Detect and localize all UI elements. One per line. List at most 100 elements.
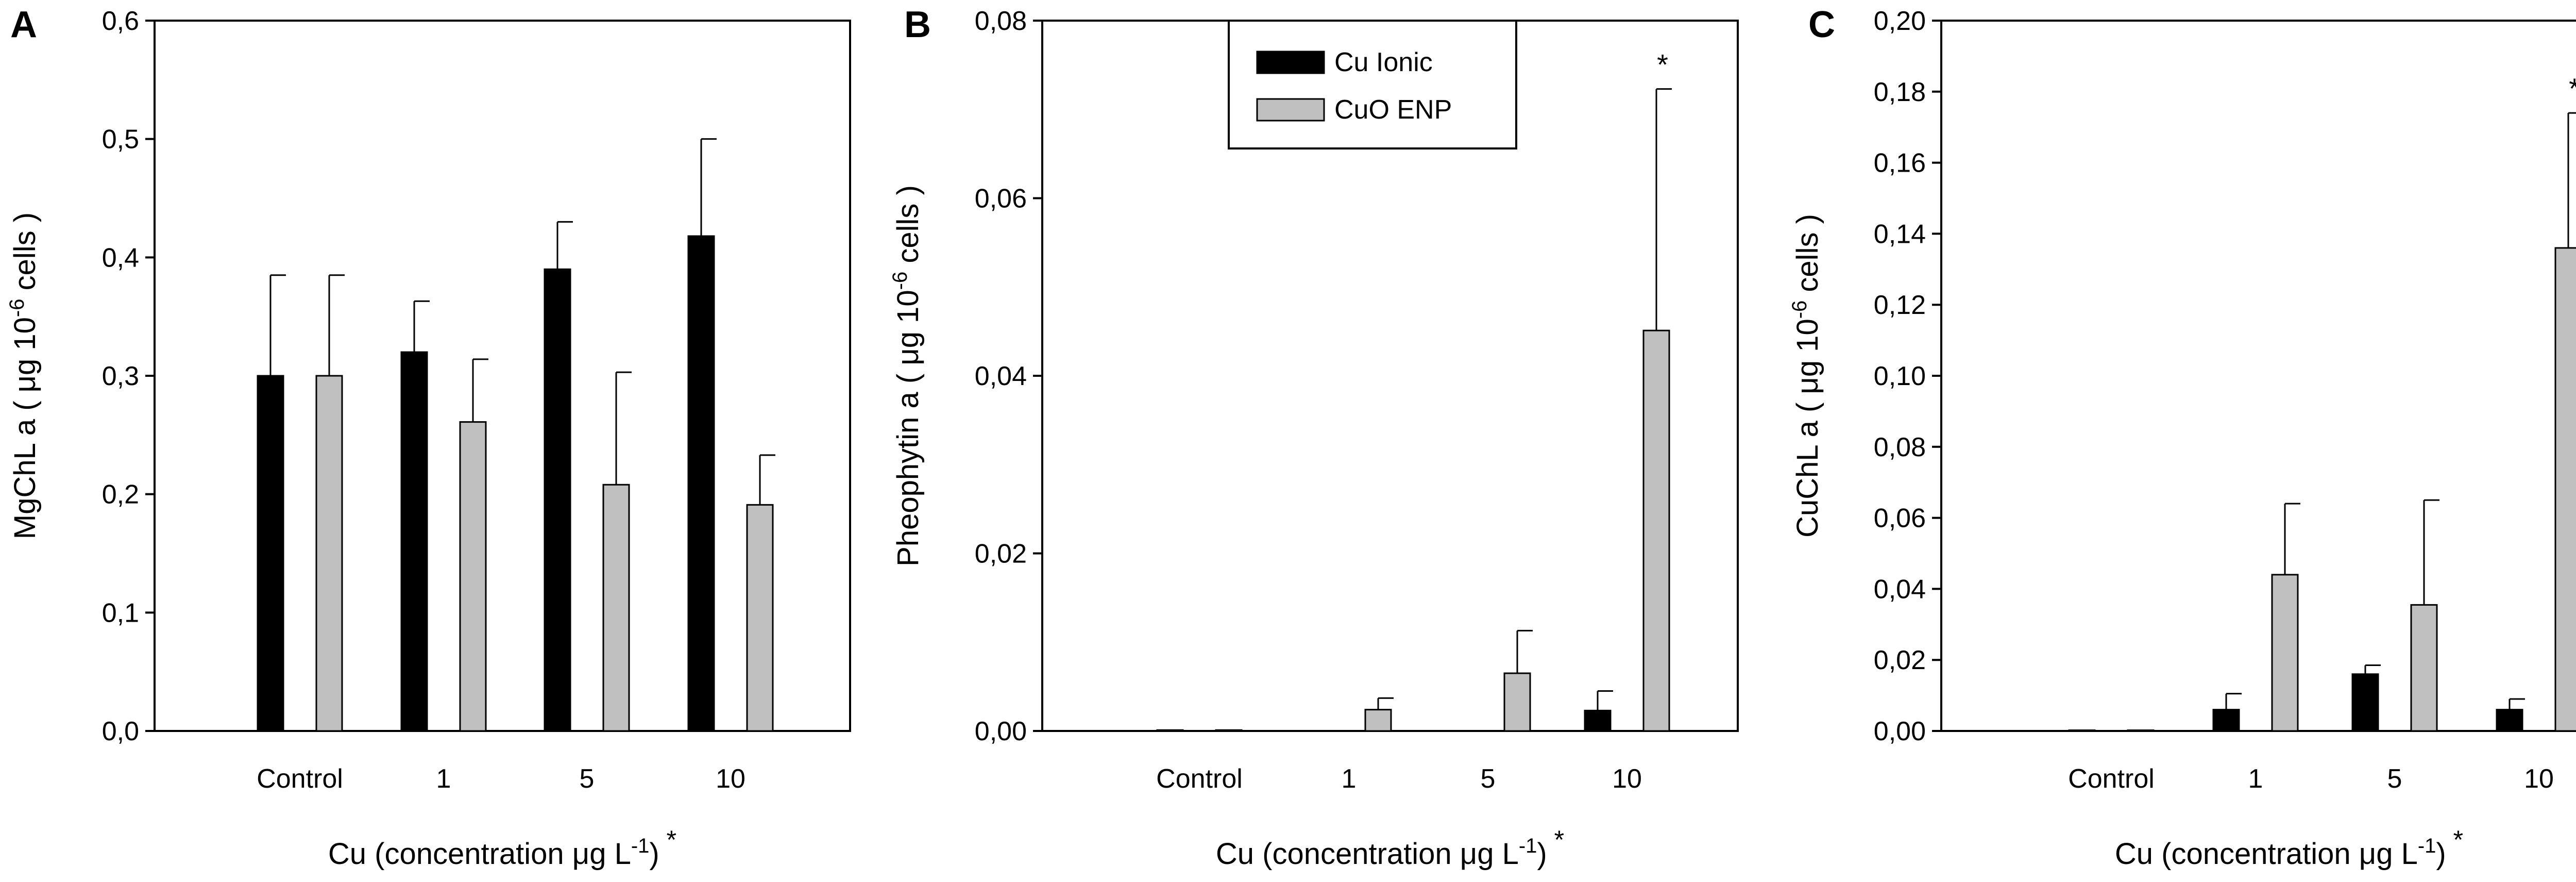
bar bbox=[2496, 709, 2523, 732]
y-axis-label: Pheophytin a ( μg 10-6 cells ) bbox=[889, 185, 925, 567]
y-axis-label: MgChL a ( μg 10-6 cells ) bbox=[6, 212, 42, 539]
bar bbox=[2212, 709, 2240, 732]
y-tick-label: 0,02 bbox=[975, 539, 1027, 569]
y-tick-label: 0,04 bbox=[975, 361, 1027, 391]
y-tick-label: 0,00 bbox=[1874, 717, 1926, 746]
bar bbox=[687, 235, 715, 732]
y-axis-label-text: Pheophytin a ( bbox=[891, 365, 925, 567]
y-tick-label: 0,08 bbox=[975, 6, 1027, 36]
y-axis-label-unit: μg 10 bbox=[891, 290, 925, 365]
x-tick-label: Control bbox=[1156, 764, 1243, 794]
x-axis-label-star: * bbox=[1547, 825, 1564, 854]
legend: Cu Ionic CuO ENP bbox=[1228, 20, 1517, 149]
y-axis-label-text: MgChL a ( bbox=[8, 392, 42, 539]
panel-letter: C bbox=[1808, 4, 1835, 45]
chart-panel-a: 0,0 0,1 0,2 0,3 0,4 0,5 0,6 Control 1 5 10 Cu (conc… bbox=[6, 4, 851, 871]
legend-label: CuO ENP bbox=[1334, 95, 1452, 125]
y-tick-label: 0,18 bbox=[1874, 77, 1926, 107]
x-axis-label-close: ) bbox=[1537, 837, 1547, 871]
bar bbox=[746, 504, 774, 732]
bar bbox=[1503, 672, 1531, 732]
x-axis-label-star: * bbox=[659, 825, 676, 854]
x-axis-label-superscript: -1 bbox=[2418, 835, 2436, 857]
y-axis-label-close: cells ) bbox=[1791, 214, 1824, 301]
bar bbox=[602, 484, 630, 732]
bar bbox=[400, 351, 428, 732]
chart-panel-b: 0,00 0,02 0,04 0,06 0,08 Control 1 5 * 10 Cu (conc… bbox=[889, 4, 1739, 871]
x-axis-label-close: ) bbox=[649, 837, 659, 871]
bar bbox=[1642, 329, 1670, 732]
x-tick-label: Control bbox=[2068, 764, 2155, 794]
y-axis-label-close: cells ) bbox=[891, 185, 925, 272]
x-axis-label-superscript: -1 bbox=[1519, 835, 1537, 857]
y-tick-label: 0,1 bbox=[102, 598, 139, 628]
bar bbox=[2410, 604, 2438, 732]
significance-star: * bbox=[1657, 48, 1668, 81]
bar bbox=[315, 375, 343, 732]
x-axis-label-text: Cu (concentration bbox=[1216, 837, 1460, 871]
x-axis-label-text: Cu (concentration bbox=[2115, 837, 2359, 871]
x-tick-label: 10 bbox=[716, 764, 745, 794]
y-axis-label-superscript: -6 bbox=[889, 272, 911, 290]
bar bbox=[1156, 729, 1184, 732]
y-tick-label: 0,2 bbox=[102, 480, 139, 510]
y-tick-label: 0,5 bbox=[102, 125, 139, 155]
legend-frame bbox=[1228, 20, 1517, 149]
y-tick-label: 0,6 bbox=[102, 6, 139, 36]
panel-letter: A bbox=[10, 4, 37, 45]
y-tick-label: 0,00 bbox=[975, 717, 1027, 746]
y-tick-label: 0,04 bbox=[1874, 574, 1926, 604]
x-axis-label-text: Cu (concentration bbox=[328, 837, 572, 871]
x-tick-label: 5 bbox=[580, 764, 595, 794]
x-tick-label: 5 bbox=[2387, 764, 2402, 794]
x-tick-label: 1 bbox=[2248, 764, 2263, 794]
y-tick-label: 0,16 bbox=[1874, 148, 1926, 178]
bar bbox=[257, 375, 284, 732]
bar bbox=[2127, 729, 2155, 732]
y-tick-label: 0,12 bbox=[1874, 290, 1926, 320]
bar bbox=[1364, 709, 1392, 732]
legend-swatch bbox=[1256, 98, 1325, 122]
y-axis-label-superscript: -6 bbox=[6, 298, 28, 317]
significance-star: * bbox=[2569, 72, 2576, 105]
x-tick-label: 1 bbox=[436, 764, 451, 794]
x-axis-label-star: * bbox=[2446, 825, 2463, 854]
y-tick-label: 0,0 bbox=[102, 717, 139, 746]
bar bbox=[2068, 729, 2096, 732]
x-axis-label-unit: μg L bbox=[1460, 837, 1519, 871]
y-tick-label: 0,02 bbox=[1874, 645, 1926, 675]
x-tick-label: 10 bbox=[1612, 764, 1642, 794]
bar bbox=[544, 268, 571, 732]
x-tick-label: Control bbox=[257, 764, 343, 794]
bar bbox=[2271, 574, 2299, 732]
bar bbox=[459, 421, 487, 732]
y-axis-label-close: cells ) bbox=[8, 212, 42, 299]
y-tick-label: 0,14 bbox=[1874, 219, 1926, 249]
y-tick-label: 0,3 bbox=[102, 361, 139, 391]
y-axis-label-unit: μg 10 bbox=[1791, 319, 1824, 394]
x-tick-label: 1 bbox=[1342, 764, 1357, 794]
x-axis-label: Cu (concentration μg L-1) * bbox=[1216, 825, 1564, 871]
legend-label: Cu Ionic bbox=[1334, 47, 1433, 77]
x-axis-label: Cu (concentration μg L-1) * bbox=[328, 825, 676, 871]
y-axis-label-text: CuChL a ( bbox=[1791, 394, 1824, 538]
y-axis-label-superscript: -6 bbox=[1788, 301, 1811, 319]
x-axis-label-close: ) bbox=[2436, 837, 2446, 871]
y-tick-label: 0,20 bbox=[1874, 6, 1926, 36]
y-tick-label: 0,06 bbox=[1874, 504, 1926, 534]
y-axis-label: CuChL a ( μg 10-6 cells ) bbox=[1788, 214, 1824, 538]
x-tick-label: 5 bbox=[1481, 764, 1496, 794]
y-tick-label: 0,4 bbox=[102, 243, 139, 273]
panel-letter: B bbox=[904, 4, 931, 45]
chart-panel-c: 0,00 0,02 0,04 0,06 0,08 0,10 0,12 0,14 0,16 0,18… bbox=[1788, 4, 2576, 871]
y-axis-label-unit: μg 10 bbox=[8, 317, 42, 392]
bar bbox=[1584, 709, 1612, 732]
x-axis-label-unit: μg L bbox=[572, 837, 631, 871]
legend-swatch bbox=[1256, 51, 1325, 74]
bar bbox=[1215, 729, 1243, 732]
x-axis-label-unit: μg L bbox=[2359, 837, 2418, 871]
plot-frame bbox=[1940, 20, 2576, 732]
y-tick-label: 0,06 bbox=[975, 184, 1027, 214]
